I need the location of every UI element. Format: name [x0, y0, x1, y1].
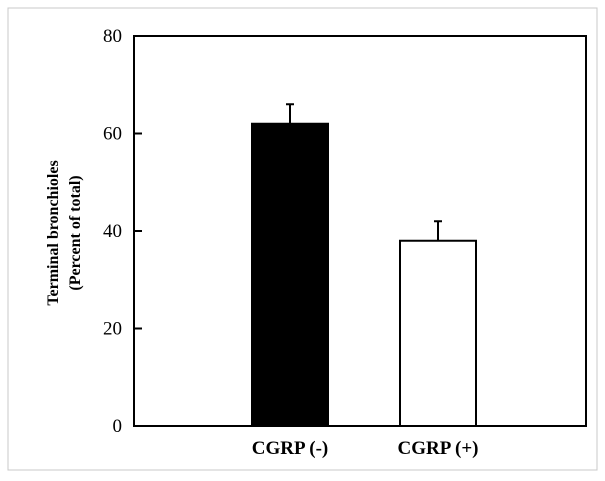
y-tick-label: 20: [103, 319, 122, 340]
category-label-1: CGRP (+): [397, 438, 478, 459]
x-axis-categories: CGRP (-) CGRP (+): [252, 438, 479, 459]
y-axis-title-line-1: Terminal bronchioles: [45, 160, 62, 305]
error-bars: [286, 103, 442, 241]
y-axis-title: Terminal bronchioles (Percent of total): [45, 160, 84, 305]
y-axis-ticks: 0 20 40 60 80: [103, 26, 142, 437]
y-tick-label: 80: [103, 26, 122, 47]
y-tick-label: 60: [103, 124, 122, 145]
figure-border: [7, 7, 598, 471]
bars: [251, 122, 477, 427]
bar-1: [399, 239, 477, 427]
y-tick-label: 0: [113, 416, 123, 437]
category-label-0: CGRP (-): [252, 438, 329, 459]
plot-frame: [133, 35, 587, 427]
y-axis-title-line-2: (Percent of total): [67, 175, 84, 290]
y-tick-label: 40: [103, 221, 122, 242]
bar-0: [251, 122, 329, 427]
